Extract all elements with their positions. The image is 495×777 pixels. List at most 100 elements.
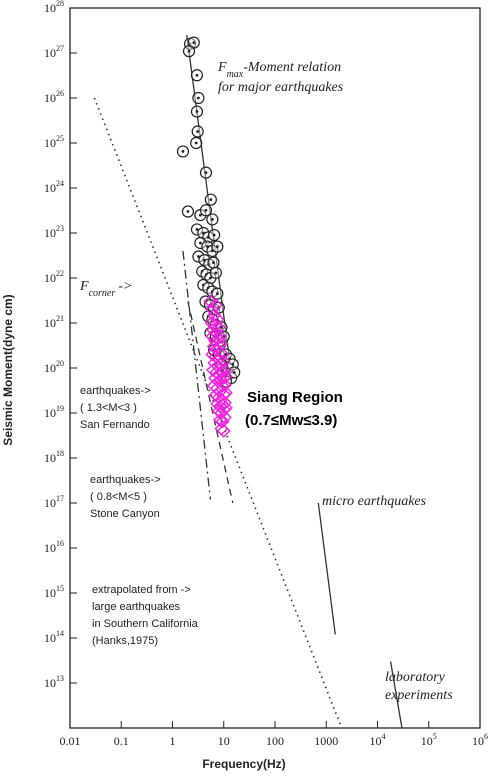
- earthquake-circle-point: [192, 91, 205, 105]
- y-tick-exponent: 16: [56, 539, 64, 548]
- y-tick-base: 10: [44, 406, 56, 420]
- y-tick-label: 1017: [44, 494, 64, 510]
- stone-canyon-line1: earthquakes->: [90, 474, 161, 486]
- earthquake-circle-point: [190, 69, 204, 82]
- siang-diamond-point: [213, 329, 228, 344]
- hanks-line2: large earthquakes: [92, 601, 181, 613]
- y-tick-base: 10: [44, 316, 56, 330]
- y-tick-base: 10: [44, 91, 56, 105]
- x-tick-exponent: 5: [433, 732, 437, 741]
- hanks-line3: in Southern California: [92, 618, 199, 630]
- siang-diamond-point: [217, 363, 232, 378]
- san-fernando-line3: San Fernando: [80, 419, 150, 431]
- x-tick-base: 0.01: [60, 734, 81, 748]
- micro-earthquakes-label: micro earthquakes: [322, 494, 427, 509]
- siang-diamond-point: [218, 400, 233, 415]
- earthquake-circle-point: [191, 125, 204, 138]
- san-fernando-line1: earthquakes->: [80, 385, 151, 397]
- earthquake-circle-point: [194, 208, 207, 222]
- x-tick-label: 1: [170, 734, 176, 748]
- y-tick-exponent: 25: [56, 134, 64, 143]
- experiments-label: experiments: [385, 688, 453, 703]
- fmax-annotation: Fmax-Moment relation: [217, 60, 341, 80]
- chart-points: [176, 36, 241, 438]
- y-tick-exponent: 15: [56, 584, 64, 593]
- earthquake-circle-point: [190, 105, 204, 118]
- y-tick-exponent: 19: [56, 404, 64, 413]
- y-tick-exponent: 24: [56, 179, 64, 188]
- siang-region-label: Siang Region: [247, 389, 343, 406]
- y-tick-label: 1025: [44, 134, 64, 150]
- stone-canyon-line3: Stone Canyon: [90, 508, 160, 520]
- y-tick-exponent: 27: [56, 44, 64, 53]
- y-tick-label: 1028: [44, 0, 64, 15]
- earthquake-circle-point: [199, 204, 213, 217]
- x-tick-label: 1000: [314, 734, 338, 748]
- x-tick-label: 0.01: [60, 734, 81, 748]
- y-tick-base: 10: [44, 181, 56, 195]
- laboratory-label: laboratory: [385, 670, 446, 685]
- x-tick-base: 10: [421, 734, 433, 748]
- x-tick-label: 100: [266, 734, 284, 748]
- dashed-line: [187, 301, 234, 504]
- earthquake-circle-point: [194, 236, 207, 250]
- siang-diamond-point: [205, 302, 220, 317]
- siang-diamond-point: [207, 308, 222, 323]
- siang-diamond-point: [217, 410, 232, 425]
- y-tick-exponent: 28: [56, 0, 64, 8]
- x-tick-label: 104: [370, 732, 386, 748]
- y-tick-exponent: 26: [56, 89, 64, 98]
- x-tick-label: 106: [472, 732, 488, 748]
- y-tick-label: 1020: [44, 359, 64, 375]
- earthquake-circle-point: [182, 45, 196, 58]
- earthquake-circle-point: [228, 366, 241, 379]
- y-tick-base: 10: [44, 586, 56, 600]
- y-tick-base: 10: [44, 451, 56, 465]
- siang-diamond-point: [205, 347, 220, 362]
- y-tick-label: 1027: [44, 44, 64, 60]
- dash-dot-line: [182, 250, 212, 500]
- y-tick-base: 10: [44, 541, 56, 555]
- y-tick-exponent: 23: [56, 224, 64, 233]
- y-tick-label: 1022: [44, 269, 64, 285]
- x-tick-base: 10: [370, 734, 382, 748]
- y-tick-exponent: 18: [56, 449, 64, 458]
- x-axis-ticks: 0.01 0.1 1 10 100 1000 104 105 106: [60, 721, 488, 748]
- stone-canyon-line2: ( 0.8<M<5 ): [90, 491, 147, 503]
- x-tick-exponent: 4: [382, 732, 386, 741]
- x-tick-base: 1000: [314, 734, 338, 748]
- fcorner-annotation: Fcorner ->: [79, 279, 132, 299]
- fmax-annotation-line2: for major earthquakes: [218, 80, 344, 95]
- hanks-line4: (Hanks,1975): [92, 635, 158, 647]
- x-tick-base: 10: [472, 734, 484, 748]
- siang-diamond-point: [217, 377, 232, 392]
- solid-line: [186, 35, 231, 361]
- siang-diamond-point: [215, 378, 230, 393]
- earthquake-circle-point: [206, 213, 219, 226]
- x-tick-label: 10: [218, 734, 230, 748]
- y-tick-exponent: 17: [56, 494, 64, 503]
- y-tick-label: 1023: [44, 224, 64, 240]
- siang-diamond-point: [204, 316, 219, 330]
- y-tick-label: 1024: [44, 179, 64, 195]
- earthquake-circle-point: [198, 253, 211, 267]
- y-tick-base: 10: [44, 271, 56, 285]
- y-tick-exponent: 20: [56, 359, 64, 368]
- earthquake-circle-point: [211, 240, 224, 253]
- earthquake-circle-point: [211, 287, 224, 300]
- earthquake-circle-point: [181, 205, 195, 218]
- y-axis-ticks: 1013101410151016101710181019102010211022…: [44, 0, 77, 690]
- solid-line: [389, 661, 403, 729]
- earthquake-circle-point: [192, 250, 205, 263]
- earthquake-circle-point: [208, 228, 221, 242]
- y-tick-label: 1019: [44, 404, 64, 420]
- y-tick-label: 1018: [44, 449, 64, 465]
- y-tick-label: 1014: [44, 629, 64, 645]
- y-tick-label: 1016: [44, 539, 64, 555]
- x-tick-base: 10: [218, 734, 230, 748]
- siang-diamond-point: [216, 423, 231, 438]
- siang-diamond-point: [206, 363, 221, 378]
- y-tick-exponent: 22: [56, 269, 64, 278]
- earthquake-circle-point: [176, 145, 190, 158]
